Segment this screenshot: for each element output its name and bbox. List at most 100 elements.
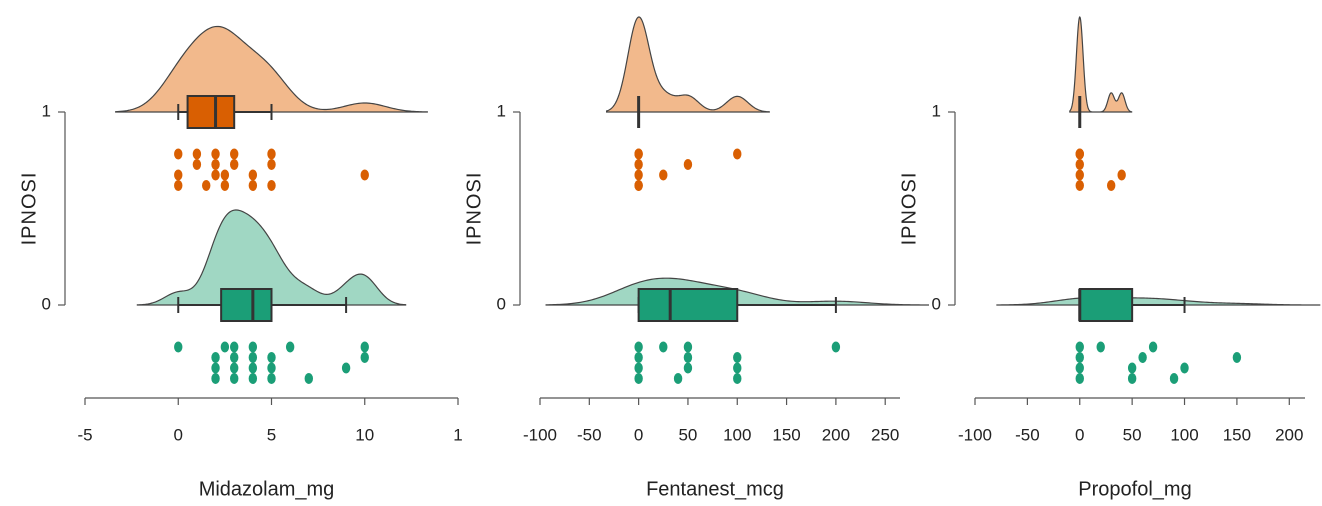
data-point [341,362,351,374]
x-tick-label: 100 [723,425,751,444]
data-point [174,169,183,181]
data-point [248,341,258,353]
data-point [1127,362,1137,374]
data-point [220,341,230,353]
x-tick-label: 0 [1075,425,1084,444]
density-cloud [1069,16,1133,113]
data-point [1096,341,1105,353]
density-cloud [606,16,770,113]
data-point [683,159,693,170]
data-point [360,352,369,363]
data-point [248,373,258,384]
x-axis-label: Fentanest_mcg [646,478,784,500]
data-point [211,148,220,160]
x-tick-label: -100 [523,425,557,444]
x-tick-label: 10 [355,425,374,444]
data-point [267,352,276,363]
data-point [267,180,276,191]
x-tick-label: -50 [1015,425,1040,444]
data-point [248,362,258,374]
data-point [1106,180,1116,191]
x-tick-label: 150 [1223,425,1251,444]
data-point [267,159,276,170]
x-tick-label: -5 [77,425,92,444]
data-point [1138,352,1147,363]
data-point [230,159,239,170]
data-point [192,148,202,160]
data-point [1075,373,1084,384]
data-point [285,341,295,353]
x-tick-label: -100 [958,425,992,444]
data-point [659,341,668,353]
data-point [733,148,742,160]
data-point [230,362,239,374]
box [637,288,739,322]
data-point [220,180,230,191]
x-tick-label: 0 [174,425,183,444]
x-tick-label: 100 [1170,425,1198,444]
y-tick-label: 1 [42,101,51,120]
data-point [211,352,220,363]
data-point [202,180,211,191]
data-point [192,159,202,170]
density-cloud [136,209,407,306]
data-point [634,373,643,384]
x-tick-label: 0 [634,425,643,444]
data-point [211,169,220,181]
x-tick-label: 1 [453,425,462,444]
data-point [267,362,276,374]
density-cloud [115,25,428,113]
x-tick-label: 200 [1275,425,1303,444]
data-point [1075,341,1084,353]
data-point [634,362,643,374]
y-axis-label: IPNOSI [463,172,485,246]
y-axis-label: IPNOSI [898,172,920,246]
data-point [1127,373,1137,384]
x-tick-label: 200 [822,425,850,444]
data-point [230,341,239,353]
data-point [211,362,220,374]
y-tick-label: 0 [42,294,51,313]
data-point [248,352,258,363]
data-point [230,373,239,384]
data-point [673,373,683,384]
data-point [634,169,643,181]
data-point [683,341,693,353]
data-point [211,373,220,384]
x-tick-label: 150 [772,425,800,444]
y-tick-label: 1 [932,101,941,120]
y-tick-label: 0 [497,294,506,313]
y-tick-label: 0 [932,294,941,313]
data-point [634,148,643,160]
data-point [1075,159,1084,170]
x-tick-label: 5 [267,425,276,444]
data-point [634,341,643,353]
data-point [267,148,276,160]
data-point [360,341,369,353]
data-point [1232,352,1242,363]
data-point [634,180,643,191]
data-point [230,148,239,160]
data-point [174,180,183,191]
x-axis-label: Propofol_mg [1078,478,1191,500]
box [220,288,273,322]
data-point [1180,362,1189,374]
y-tick-label: 1 [497,101,506,120]
data-point [733,373,742,384]
data-point [220,169,230,181]
data-point [1075,148,1084,160]
x-tick-label: -50 [577,425,602,444]
x-axis-label: Midazolam_mg [199,478,335,500]
x-tick-label: 250 [871,425,899,444]
data-point [1075,362,1084,374]
data-point [360,169,369,181]
density-cloud [996,296,1321,306]
x-tick-label: 50 [1123,425,1142,444]
data-point [1117,169,1126,181]
x-tick-label: 50 [678,425,697,444]
data-point [1148,341,1158,353]
box [1078,288,1134,322]
data-point [683,362,693,374]
data-point [211,159,220,170]
